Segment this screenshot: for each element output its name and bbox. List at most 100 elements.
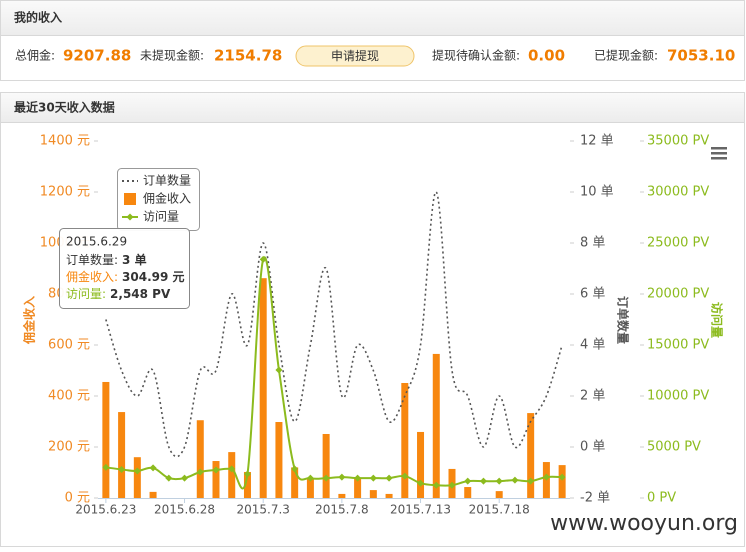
stat-label: 已提现金额: — [594, 48, 658, 63]
stat-label: 总佣金: — [15, 48, 55, 63]
point — [417, 479, 425, 487]
bar — [401, 382, 409, 498]
y2-axis-title: 订单数量 — [616, 296, 631, 344]
menu-bar[interactable] — [711, 147, 727, 150]
tooltip-value: 304.99 元 — [122, 270, 185, 284]
x-tick-label: 2015.7.13 — [390, 503, 451, 517]
bar — [228, 452, 236, 498]
bar — [259, 278, 267, 498]
stats-row: 总佣金: 9207.88 未提现金额: 2154.78 提现待确认金额: 0.0… — [15, 47, 735, 65]
tick-label: 1200 元 — [40, 185, 90, 200]
tick-label: 12 单 — [580, 134, 614, 149]
bar — [417, 431, 425, 498]
point — [181, 474, 189, 482]
x-tick-label: 2015.7.18 — [469, 503, 530, 517]
point — [196, 468, 204, 476]
y-axis-title: 佣金收入 — [22, 296, 37, 345]
menu-icon[interactable] — [711, 147, 727, 160]
y3-axis-title: 访问量 — [710, 302, 725, 338]
legend-marker — [126, 213, 134, 221]
bar — [322, 433, 330, 498]
tooltip-row: 订单数量: 3 单 — [66, 252, 147, 267]
stat-label: 提现待确认金额: — [432, 48, 520, 63]
tick-label: 200 元 — [48, 440, 90, 455]
bar — [495, 491, 503, 498]
bar — [432, 353, 440, 498]
legend-label: 佣金收入 — [143, 191, 191, 206]
stat-value: 2154.78 — [214, 47, 282, 65]
stat-label: 未提现金额: — [140, 48, 204, 63]
legend-label: 访问量 — [143, 210, 179, 224]
point — [228, 465, 236, 473]
point — [306, 474, 314, 482]
point — [243, 470, 251, 478]
tooltip-value: 2,548 PV — [110, 287, 171, 301]
tooltip-row: 佣金收入: 304.99 元 — [66, 269, 185, 284]
bar — [291, 467, 299, 498]
menu-bar[interactable] — [711, 157, 727, 160]
tick-label: 0 PV — [647, 491, 676, 506]
income-header — [0, 0, 745, 36]
tick-label: 10 单 — [580, 185, 614, 200]
tooltip-label: 佣金收入: — [66, 269, 118, 284]
tick-label: 2 单 — [580, 389, 605, 404]
tick-label: 0 单 — [580, 440, 605, 455]
tick-label: 8 单 — [580, 236, 605, 251]
bar — [243, 471, 251, 498]
withdraw-button[interactable]: 申请提现 — [295, 45, 415, 67]
point — [369, 474, 377, 482]
tick-label: 1400 元 — [40, 134, 90, 149]
point — [338, 473, 346, 481]
point — [133, 467, 141, 475]
stat-value: 9207.88 — [63, 47, 131, 65]
legend-label: 订单数量 — [143, 173, 191, 188]
tick-label: 600 元 — [48, 338, 90, 353]
chart-header — [0, 92, 745, 123]
tooltip-label: 订单数量: — [66, 252, 118, 267]
tick-label: 20000 PV — [647, 287, 709, 302]
bar — [464, 487, 472, 498]
point — [401, 472, 409, 480]
point — [118, 465, 126, 473]
bar — [527, 413, 535, 498]
button-label[interactable]: 申请提现 — [331, 48, 379, 63]
legend-swatch — [124, 193, 136, 205]
bar — [306, 478, 314, 498]
tick-label: 15000 PV — [647, 338, 709, 353]
point — [275, 366, 283, 374]
tooltip-box — [59, 228, 190, 309]
stat-value: 7053.10 — [667, 47, 735, 65]
x-tick-label: 2015.7.3 — [236, 503, 289, 517]
point — [511, 476, 519, 484]
bar — [558, 465, 566, 498]
income-title: 我的收入 — [14, 10, 62, 25]
tick-label: -2 单 — [580, 491, 610, 506]
button-bg[interactable] — [295, 45, 415, 67]
point — [448, 481, 456, 489]
tooltip-value: 3 单 — [122, 252, 147, 267]
bar — [118, 412, 126, 498]
x-tick-label: 2015.6.23 — [75, 503, 136, 517]
bar — [196, 420, 204, 498]
point — [149, 464, 157, 472]
point — [542, 473, 550, 481]
x-tick-label: 2015.6.28 — [154, 503, 215, 517]
tick-label: 400 元 — [48, 389, 90, 404]
point — [464, 477, 472, 485]
point — [291, 465, 299, 473]
point — [527, 477, 535, 485]
tick-label: 0 元 — [65, 491, 90, 506]
bar — [212, 461, 220, 498]
bar — [133, 457, 141, 498]
tick-label: 5000 PV — [647, 440, 701, 455]
tooltip-label: 访问量: — [66, 287, 106, 301]
point — [354, 474, 362, 482]
chart-panel-title: 最近30天收入数据 — [14, 100, 115, 115]
tooltip-row: 访问量: 2,548 PV — [66, 287, 171, 301]
menu-bar[interactable] — [711, 152, 727, 155]
point — [432, 481, 440, 489]
point — [102, 463, 110, 471]
